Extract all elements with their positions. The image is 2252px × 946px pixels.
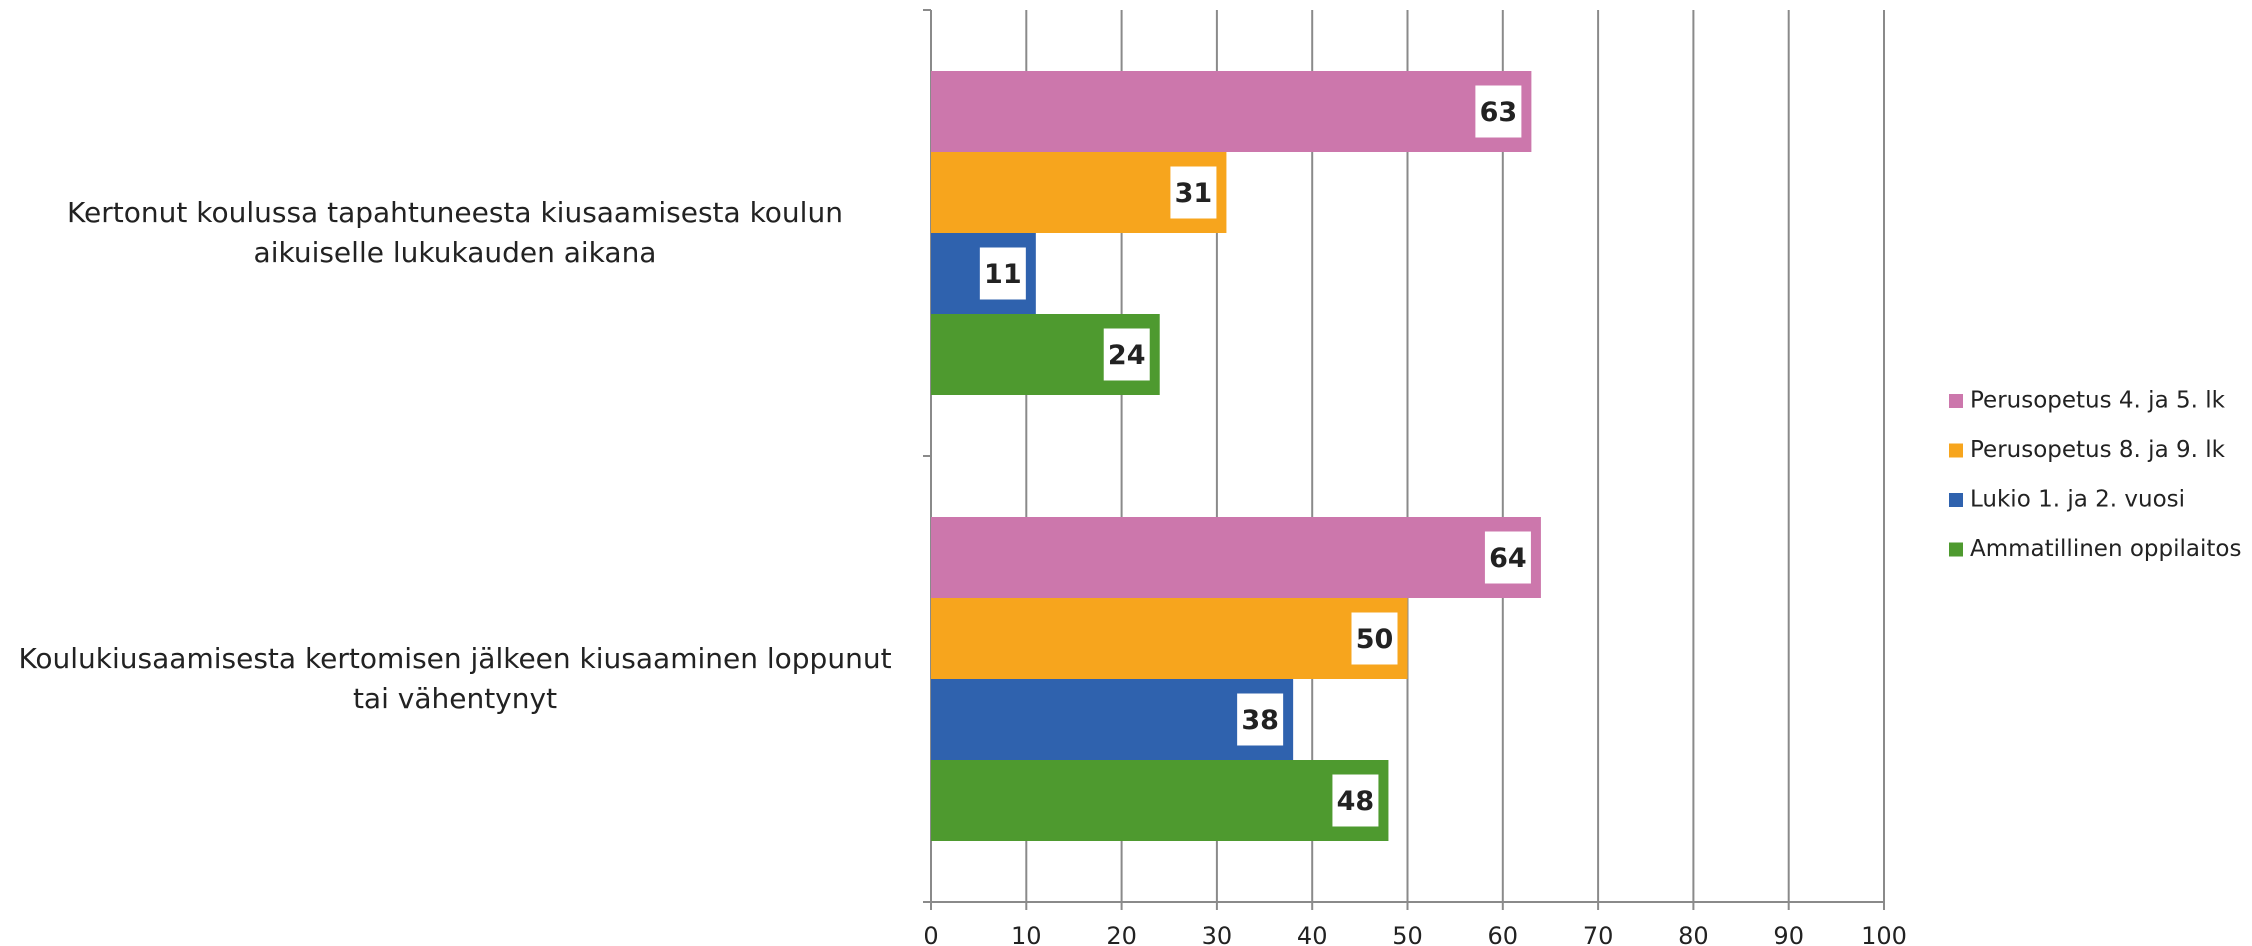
x-tick-label: 30 bbox=[1202, 922, 1233, 946]
x-tick-label: 90 bbox=[1773, 922, 1804, 946]
x-tick-label: 70 bbox=[1583, 922, 1614, 946]
bar bbox=[931, 71, 1532, 152]
x-tick-label: 20 bbox=[1106, 922, 1137, 946]
bar bbox=[931, 517, 1541, 598]
legend-label: Perusopetus 8. ja 9. lk bbox=[1970, 437, 2226, 463]
legend-swatch bbox=[1949, 493, 1963, 507]
legend-label: Ammatillinen oppilaitos bbox=[1970, 536, 2241, 562]
data-label: 24 bbox=[1108, 340, 1146, 371]
data-label: 48 bbox=[1337, 786, 1375, 817]
legend-label: Lukio 1. ja 2. vuosi bbox=[1970, 487, 2185, 513]
data-label-box bbox=[1170, 166, 1217, 219]
legend-swatch bbox=[1949, 542, 1963, 557]
bar bbox=[931, 760, 1389, 841]
category-label-box: Koulukiusaamisesta kertomisen jälkeen ki… bbox=[18, 642, 892, 715]
data-label: 31 bbox=[1175, 178, 1213, 209]
data-label-box bbox=[1103, 328, 1150, 381]
data-label-box bbox=[1237, 693, 1284, 746]
data-label-box bbox=[979, 247, 1026, 300]
bar bbox=[931, 598, 1408, 679]
x-tick-label: 50 bbox=[1392, 922, 1423, 946]
x-tick-label: 0 bbox=[923, 922, 938, 946]
y-tick-label: Kertonut koulussa tapahtuneesta kiusaami… bbox=[67, 196, 843, 269]
data-label-box bbox=[1484, 531, 1531, 584]
data-label: 50 bbox=[1356, 624, 1394, 655]
category-label-box: Kertonut koulussa tapahtuneesta kiusaami… bbox=[67, 196, 843, 269]
data-label-box bbox=[1332, 774, 1379, 827]
legend-swatch bbox=[1949, 394, 1963, 408]
data-label: 38 bbox=[1241, 705, 1279, 736]
legend-swatch bbox=[1949, 443, 1963, 458]
y-tick-label: Koulukiusaamisesta kertomisen jälkeen ki… bbox=[18, 642, 892, 715]
x-tick-label: 80 bbox=[1678, 922, 1709, 946]
data-label: 63 bbox=[1480, 97, 1518, 128]
legend-label: Perusopetus 4. ja 5. lk bbox=[1970, 388, 2226, 414]
x-tick-label: 10 bbox=[1011, 922, 1042, 946]
x-tick-label: 40 bbox=[1297, 922, 1328, 946]
data-label: 11 bbox=[984, 259, 1022, 290]
x-tick-label: 60 bbox=[1488, 922, 1519, 946]
data-label: 64 bbox=[1489, 543, 1527, 574]
x-tick-label: 100 bbox=[1861, 922, 1907, 946]
bar bbox=[931, 679, 1294, 760]
data-label-box bbox=[1475, 85, 1522, 138]
data-label-box bbox=[1351, 612, 1398, 665]
